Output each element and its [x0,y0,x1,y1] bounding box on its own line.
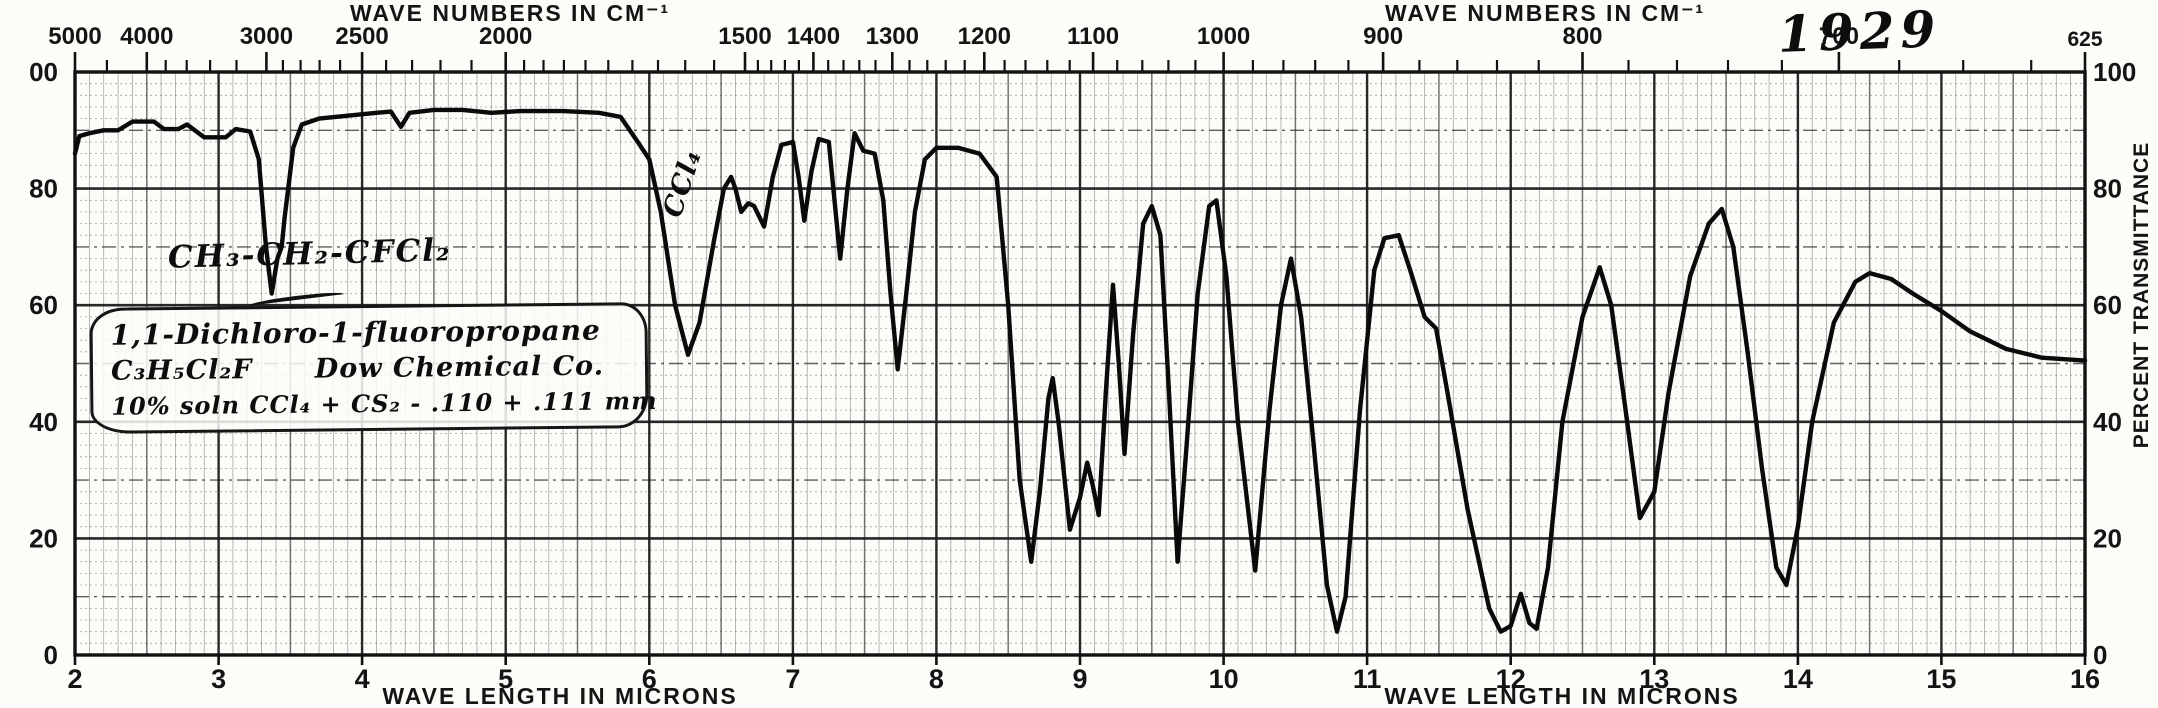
empirical-formula-and-source: C₃H₅Cl₂F Dow Chemical Co. [110,350,631,387]
bottom-axis-title-right: WAVE LENGTH IN MICRONS [1384,683,1739,708]
empirical-formula: C₃H₅Cl₂F [110,354,253,387]
left-axis-label: 40 [29,407,58,437]
right-axis-label: 60 [2093,290,2122,320]
wavelength-tick-label: 11 [1353,664,1382,694]
wavenumber-tick-label: 1400 [787,23,840,50]
wavelength-axis-ticks: 2 3 4 5 6 7 8 9 10 11 12 13 14 15 16 [67,655,2100,694]
wavelength-tick-label: 9 [1072,664,1087,694]
right-axis-label: 40 [2093,407,2122,437]
wavelength-tick-label: 4 [355,664,370,694]
wavelength-tick-label: 3 [211,664,226,694]
wavenumber-tick-label: 700 [1819,23,1859,50]
wavenumber-tick-label: 900 [1363,23,1403,50]
wavenumber-tick-label: 4000 [120,23,173,50]
wavelength-tick-label: 6 [642,664,657,694]
right-axis-label: 80 [2093,174,2122,204]
wavelength-tick-label: 15 [1926,664,1956,694]
wavelength-tick-label: 12 [1496,664,1526,694]
top-axis-title-right: WAVE NUMBERS IN CM⁻¹ [1385,0,1705,26]
wavenumber-tick-label: 3000 [240,23,293,50]
wavenumber-tick-label: 625 [2067,28,2102,51]
wavenumber-tick-label: 2500 [335,23,388,50]
wavelength-tick-label: 13 [1639,664,1669,694]
left-axis-label: 80 [29,174,58,204]
left-axis-label: 20 [29,523,58,553]
wavelength-tick-label: 16 [2070,664,2100,694]
left-axis-label: 00 [29,57,58,87]
wavenumber-axis-ticks: 5000 4000 3000 2500 2000 1500 1400 1300 1200 1100… [48,23,2103,72]
wavenumber-tick-label: 2000 [479,23,532,50]
spectrum-curve [72,107,2088,634]
right-axis-label: 100 [2093,57,2136,87]
compound-name: 1,1-Dichloro-1-fluoropropane [110,313,601,352]
wavenumber-tick-label: 1200 [958,23,1011,50]
sample-preparation-note: 10% soln CCl₄ + CS₂ - .110 + .111 mm [111,385,658,421]
top-axis-title-left: WAVE NUMBERS IN CM⁻¹ [350,0,670,26]
left-axis-label: 60 [29,290,58,320]
transmittance-axis-labels: 00 80 60 40 20 0 100 80 60 40 20 0 [29,57,2136,670]
wavelength-tick-label: 7 [785,664,800,694]
sample-info-box: 1,1-Dichloro-1-fluoropropane C₃H₅Cl₂F Do… [89,302,658,434]
right-axis-title: PERCENT TRANSMITTANCE [2130,142,2153,448]
wavelength-tick-label: 2 [67,664,82,694]
wavenumber-tick-label: 800 [1562,23,1602,50]
wavenumber-tick-label: 5000 [48,23,101,50]
wavenumber-tick-label: 1100 [1067,23,1119,50]
structural-formula-handwritten: CH₃-CH₂-CFCl₂ [167,232,452,276]
wavelength-tick-label: 10 [1209,664,1239,694]
wavenumber-tick-label: 1000 [1197,23,1250,50]
wavelength-tick-label: 8 [929,664,944,694]
spectrum-number-handwritten: 1929 [1777,0,1943,64]
transmittance-trace [72,107,2088,634]
spacer [263,354,305,385]
source-company: Dow Chemical Co. [314,350,605,385]
wavelength-tick-label: 14 [1783,664,1813,694]
left-axis-label: 0 [44,640,58,670]
right-axis-label: 20 [2093,523,2122,553]
wavenumber-tick-label: 1500 [718,23,771,50]
wavenumber-tick-label: 1300 [866,23,919,50]
bottom-axis-title-left: WAVE LENGTH IN MICRONS [382,683,737,708]
right-axis-label: 0 [2093,640,2107,670]
wavelength-tick-label: 5 [498,664,513,694]
